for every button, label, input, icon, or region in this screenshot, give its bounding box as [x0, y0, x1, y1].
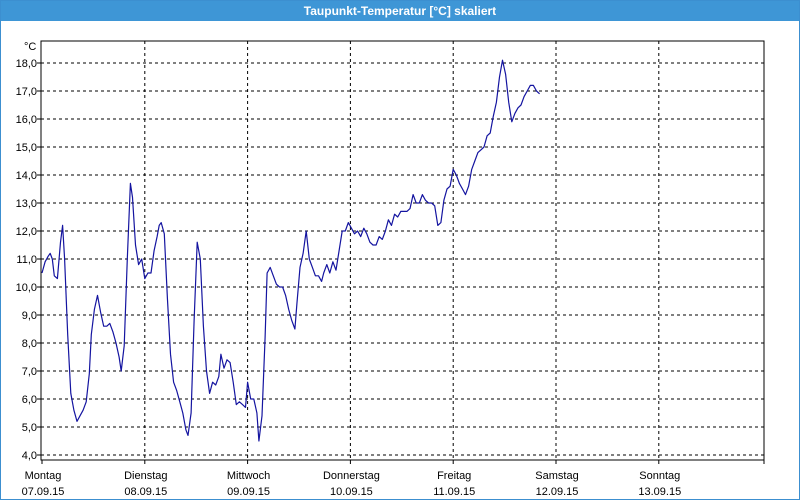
y-tick-label: 7,0 [22, 366, 37, 378]
y-tick-label: 15,0 [16, 142, 37, 154]
x-tick-label-day: Donnerstag [323, 470, 380, 482]
y-tick-label: 5,0 [22, 422, 37, 434]
x-tick-label-date: 08.09.15 [124, 486, 167, 498]
y-axis-unit-label: °C [24, 41, 36, 53]
axes [37, 40, 765, 464]
y-tick-label: 8,0 [22, 338, 37, 350]
grid [41, 41, 764, 460]
series-line-group [41, 59, 541, 442]
x-tick-label-date: 12.09.15 [536, 486, 579, 498]
x-tick-label-date: 13.09.15 [638, 486, 681, 498]
x-tick-label-day: Mittwoch [227, 470, 270, 482]
x-tick-label-date: 09.09.15 [227, 486, 270, 498]
tick-labels: 4,0 5,0 6,0 7,0 8,0 9,0 10,0 11,0 12,0 13,0 14,0 15… [16, 58, 682, 498]
y-tick-label: 10,0 [16, 282, 37, 294]
y-tick-label: 17,0 [16, 86, 37, 98]
x-tick-label-day: Dienstag [124, 470, 167, 482]
series-line [41, 59, 541, 442]
x-tick-label-date: 07.09.15 [22, 486, 65, 498]
y-tick-label: 9,0 [22, 310, 37, 322]
x-tick-label-day: Freitag [437, 470, 471, 482]
plot-frame [40, 40, 765, 461]
y-tick-label: 14,0 [16, 170, 37, 182]
x-tick-label-date: 11.09.15 [433, 486, 475, 498]
x-tick-label-day: Samstag [535, 470, 578, 482]
y-tick-label: 18,0 [16, 58, 37, 70]
window-title: Taupunkt-Temperatur [°C] skaliert [1, 1, 799, 21]
y-tick-label: 6,0 [22, 394, 37, 406]
y-tick-label: 16,0 [16, 114, 37, 126]
y-tick-label: 11,0 [16, 254, 37, 266]
y-tick-label: 13,0 [16, 198, 37, 210]
x-tick-label-day: Montag [25, 470, 62, 482]
y-tick-label: 4,0 [22, 450, 37, 462]
x-tick-label-day: Sonntag [639, 470, 680, 482]
y-tick-label: 12,0 [16, 226, 37, 238]
x-tick-label-date: 10.09.15 [330, 486, 373, 498]
